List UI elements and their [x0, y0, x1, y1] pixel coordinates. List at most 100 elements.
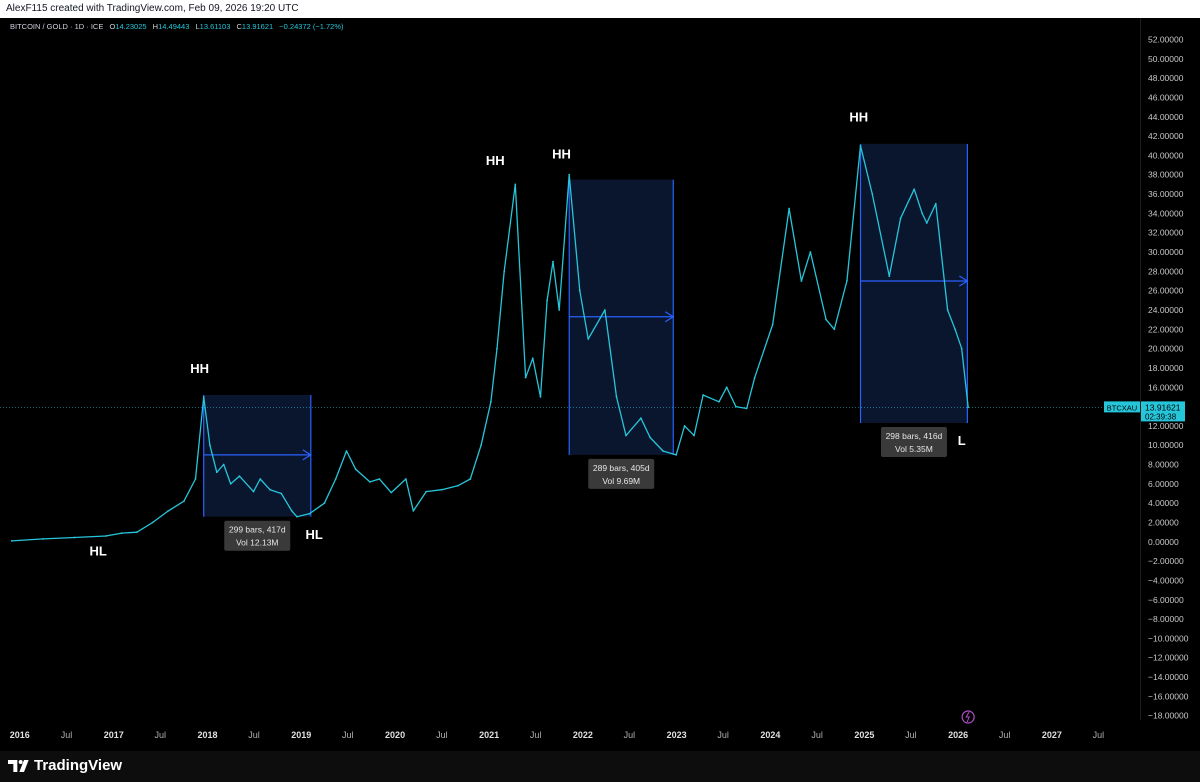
price-point — [390, 491, 393, 494]
measure-info-label: 299 bars, 417d — [229, 525, 286, 535]
attribution-text: AlexF115 created with TradingView.com, F… — [6, 3, 299, 14]
y-tick-label: −8.00000 — [1148, 614, 1184, 624]
price-point — [215, 471, 218, 474]
measure-info-box — [224, 520, 291, 551]
price-point — [558, 309, 561, 311]
measure-arrow-head — [959, 275, 969, 287]
price-point — [480, 444, 483, 447]
x-tick-label: Jul — [811, 730, 823, 740]
y-tick-label: 2.00000 — [1148, 518, 1179, 528]
pattern-label: L — [958, 433, 966, 448]
y-tick-label: 42.00000 — [1148, 131, 1184, 141]
price-point — [683, 425, 686, 427]
price-point — [934, 202, 937, 205]
y-tick-label: 8.00000 — [1148, 460, 1179, 470]
price-point — [662, 450, 664, 452]
measure-arrow-head — [664, 311, 675, 323]
x-tick-label: 2025 — [854, 730, 874, 740]
y-tick-label: 20.00000 — [1148, 344, 1184, 354]
close-value: 13.91621 — [241, 22, 274, 31]
price-point — [503, 270, 506, 273]
price-point — [771, 323, 774, 326]
price-point — [718, 400, 720, 403]
x-tick-label: 2026 — [948, 730, 968, 740]
price-point — [440, 488, 443, 491]
y-tick-label: 34.00000 — [1148, 208, 1184, 218]
price-point — [354, 468, 357, 471]
price-point — [702, 394, 704, 396]
y-tick-label: 24.00000 — [1148, 305, 1184, 315]
y-tick-label: 26.00000 — [1148, 286, 1184, 296]
price-point — [735, 405, 737, 408]
y-tick-label: 48.00000 — [1148, 73, 1184, 83]
price-point — [425, 490, 428, 493]
price-point — [308, 512, 311, 515]
measure-arrow-head — [302, 449, 312, 461]
price-point — [345, 450, 348, 452]
price-point — [604, 309, 606, 311]
measure-info-volume: Vol 5.35M — [895, 444, 933, 454]
x-tick-label: 2018 — [198, 730, 218, 740]
y-tick-label: 38.00000 — [1148, 170, 1184, 180]
x-tick-label: Jul — [717, 730, 729, 740]
price-point — [967, 406, 970, 409]
y-tick-label: 32.00000 — [1148, 228, 1184, 238]
price-point — [167, 510, 170, 512]
x-tick-label: Jul — [999, 730, 1011, 740]
y-tick-label: −2.00000 — [1148, 556, 1184, 566]
x-tick-label: Jul — [530, 730, 542, 740]
y-tick-label: 44.00000 — [1148, 112, 1184, 122]
y-tick-label: 18.00000 — [1148, 363, 1184, 373]
price-point — [280, 492, 283, 495]
price-point — [334, 478, 337, 480]
pattern-label: HL — [305, 527, 322, 542]
y-tick-label: −4.00000 — [1148, 575, 1184, 585]
event-marker-icon — [961, 710, 975, 724]
price-tag-value: 13.91621 — [1145, 402, 1181, 412]
price-point — [539, 396, 542, 398]
price-point — [546, 299, 549, 302]
measure-box-3 — [860, 143, 968, 424]
x-tick-label: Jul — [342, 730, 354, 740]
price-point — [925, 222, 928, 224]
price-point — [825, 318, 828, 321]
price-point — [788, 207, 791, 210]
price-point — [913, 188, 916, 191]
y-tick-label: 0.00000 — [1148, 537, 1179, 547]
price-point — [412, 510, 415, 512]
x-tick-label: 2021 — [479, 730, 499, 740]
price-point — [625, 434, 627, 437]
symbol-legend[interactable]: BITCOIN / GOLD · 1D · ICE O14.23025 H14.… — [10, 22, 344, 31]
x-tick-label: Jul — [436, 730, 448, 740]
x-tick-label: 2024 — [760, 730, 780, 740]
price-point — [899, 217, 902, 220]
symbol-name[interactable]: BITCOIN / GOLD · 1D · ICE — [10, 22, 104, 31]
price-tag — [1141, 401, 1185, 422]
symbol-tag — [1104, 401, 1140, 413]
pattern-label: HH — [552, 146, 571, 161]
price-point — [745, 407, 748, 410]
price-series-line — [11, 145, 969, 542]
price-point — [859, 144, 862, 147]
open-label: O — [109, 22, 116, 31]
price-point — [552, 260, 554, 263]
price-point — [954, 328, 956, 331]
price-point — [238, 475, 241, 478]
x-tick-label: 2023 — [667, 730, 687, 740]
pattern-label: HH — [849, 110, 868, 125]
y-tick-label: −18.00000 — [1148, 711, 1189, 721]
price-point — [42, 538, 45, 540]
price-point — [252, 490, 255, 493]
price-point — [229, 482, 232, 485]
price-chart[interactable]: 299 bars, 417d Vol 12.13M 289 bars, 405d Vo… — [0, 18, 1200, 751]
price-point — [514, 183, 517, 186]
price-point — [269, 488, 271, 491]
x-tick-label: 2017 — [104, 730, 124, 740]
y-tick-label: 4.00000 — [1148, 498, 1179, 508]
price-point — [10, 539, 13, 542]
x-tick-label: 2027 — [1042, 730, 1062, 740]
price-point — [871, 193, 874, 195]
price-point — [489, 400, 492, 403]
price-point — [833, 328, 836, 331]
x-tick-label: Jul — [905, 730, 917, 740]
